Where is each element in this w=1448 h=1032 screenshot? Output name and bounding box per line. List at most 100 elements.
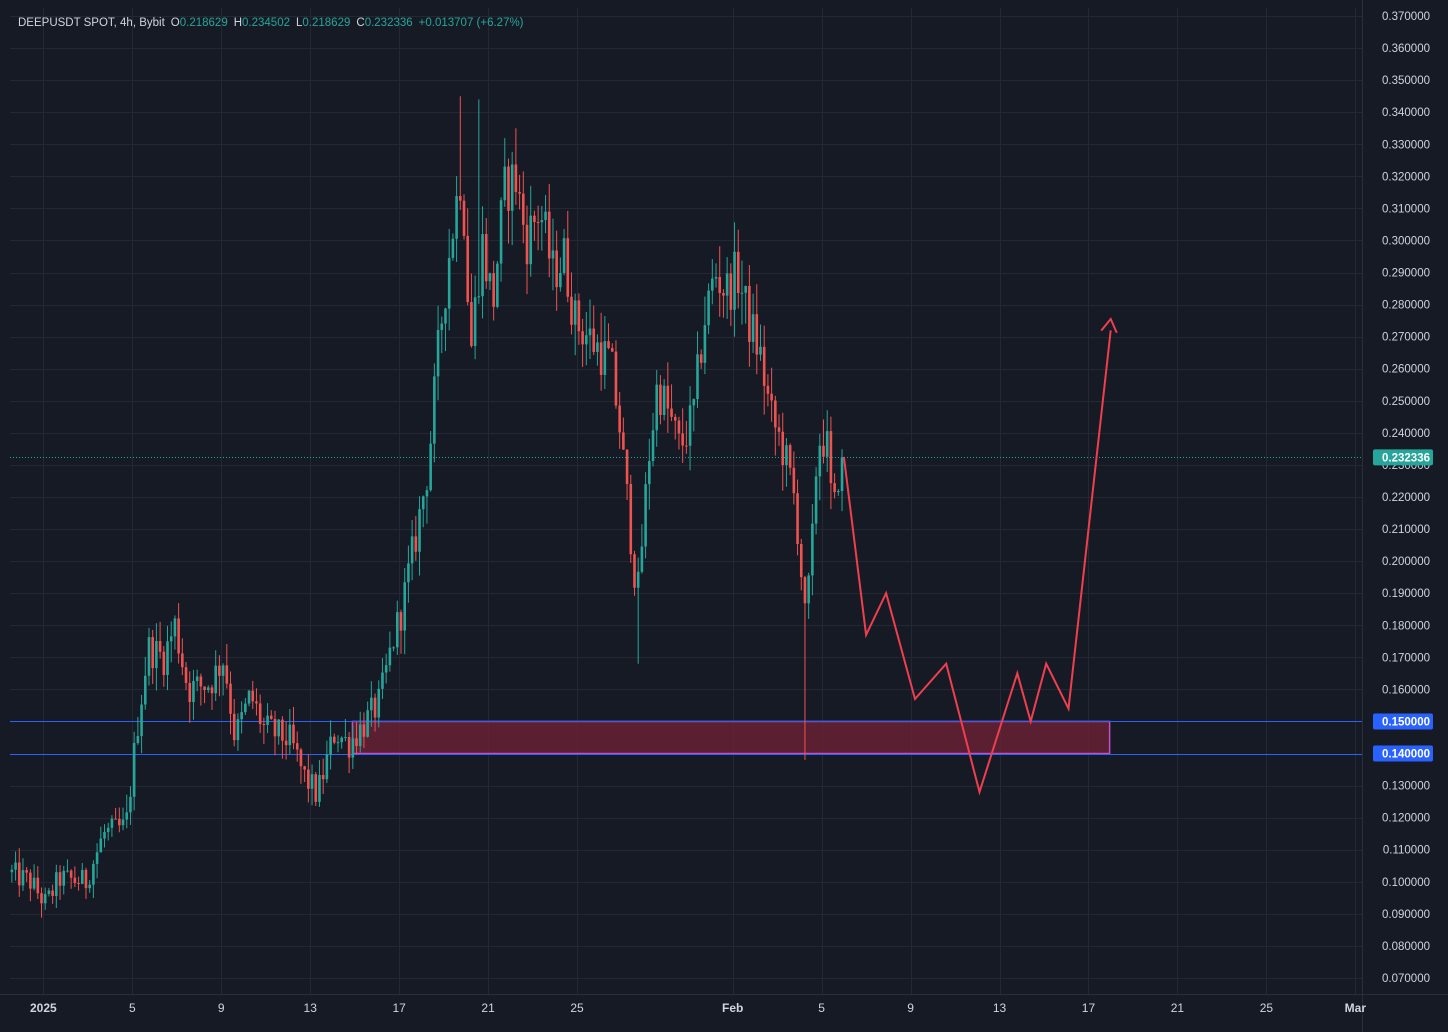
candle-down xyxy=(770,367,773,422)
candle-up xyxy=(173,615,177,650)
candle-up xyxy=(43,887,47,910)
candle-body xyxy=(218,665,221,676)
candle-up xyxy=(714,263,718,288)
candle-body xyxy=(444,308,447,324)
candle-up xyxy=(551,218,555,291)
candle-down xyxy=(58,865,62,900)
candle-down xyxy=(332,733,336,745)
candle-up xyxy=(195,669,199,692)
candle-down xyxy=(321,758,325,794)
candle-body xyxy=(692,399,696,406)
candle-up xyxy=(662,379,666,421)
price-axis[interactable]: 0.370000 0.360000 0.350000 0.340000 0.330000… xyxy=(1362,0,1434,1032)
candle-body xyxy=(488,273,492,282)
candle-down xyxy=(414,515,418,561)
candle-body xyxy=(729,273,733,310)
candle-down xyxy=(269,710,273,720)
candle-body xyxy=(818,445,822,477)
time-tick-label: 25 xyxy=(570,1001,584,1015)
candle-up xyxy=(140,694,143,754)
price-tick-label: 0.200000 xyxy=(1382,556,1430,568)
candle-down xyxy=(673,413,677,440)
candle-down xyxy=(347,732,351,774)
candle-up xyxy=(136,716,140,745)
candle-body xyxy=(307,769,310,789)
candle-up xyxy=(288,708,292,755)
candle-body xyxy=(106,827,110,832)
candle-up xyxy=(785,438,788,487)
candle-down xyxy=(577,293,581,345)
candle-down xyxy=(592,305,596,356)
candle-up xyxy=(366,701,369,738)
candle-up xyxy=(510,151,514,246)
candle-up xyxy=(318,760,321,807)
candle-body xyxy=(214,665,217,694)
candle-body xyxy=(340,737,343,743)
candle-body xyxy=(636,571,640,588)
candle-up xyxy=(648,438,651,510)
candle-up xyxy=(132,731,136,811)
candle-body xyxy=(258,703,262,725)
candle-body xyxy=(433,376,436,444)
candle-body xyxy=(840,457,844,492)
candle-body xyxy=(462,200,466,236)
candle-body xyxy=(648,461,651,485)
candle-body xyxy=(455,196,458,239)
candle-body xyxy=(837,491,840,493)
candle-body xyxy=(244,703,247,713)
candle-down xyxy=(610,343,614,352)
candle-down xyxy=(525,205,529,295)
candle-body xyxy=(292,724,295,744)
candle-body xyxy=(370,697,373,711)
candle-down xyxy=(29,869,32,902)
candle-up xyxy=(455,176,458,262)
candle-body xyxy=(811,523,814,576)
candle-up xyxy=(80,863,84,885)
candle-body xyxy=(29,872,32,889)
price-tick-label: 0.090000 xyxy=(1382,909,1430,921)
price-tick-label: 0.160000 xyxy=(1382,684,1430,696)
candle-body xyxy=(321,774,325,780)
candle-body xyxy=(740,292,744,294)
candle-body xyxy=(503,166,507,201)
candle-down xyxy=(281,716,284,759)
candle-down xyxy=(373,693,377,732)
candle-body xyxy=(622,432,625,450)
candle-up xyxy=(129,786,132,825)
candle-down xyxy=(36,866,40,899)
time-tick-label: 25 xyxy=(1260,1001,1274,1015)
time-tick-label: 5 xyxy=(818,1001,825,1015)
candle-body xyxy=(251,690,255,702)
time-tick-label: 21 xyxy=(1171,1001,1185,1015)
candle-up xyxy=(410,520,414,581)
candle-up xyxy=(169,621,173,663)
candle-body xyxy=(825,431,829,457)
candle-up xyxy=(47,887,51,897)
candle-body xyxy=(573,300,577,325)
candle-body xyxy=(355,738,358,747)
candle-body xyxy=(392,647,395,649)
time-tick-label: 13 xyxy=(304,1001,318,1015)
candle-down xyxy=(555,230,558,311)
candle-up xyxy=(751,293,755,353)
level-price-badge xyxy=(1373,745,1433,762)
candle-body xyxy=(685,445,688,447)
candle-body xyxy=(136,736,140,744)
candle-up xyxy=(247,690,251,707)
candle-up xyxy=(143,656,147,710)
candle-up xyxy=(540,206,544,251)
candle-up xyxy=(110,815,114,837)
candle-up xyxy=(655,369,659,447)
time-axis[interactable]: 2025 5 9 13 17 21 25 Feb 5 9 13 17 21 25 Mar xyxy=(0,994,1448,1016)
candle-up xyxy=(329,720,332,770)
candle-body xyxy=(559,272,562,288)
candle-body xyxy=(325,754,329,780)
candle-up xyxy=(496,261,499,309)
candle-body xyxy=(670,408,673,417)
candle-body xyxy=(62,870,66,886)
candle-up xyxy=(147,627,151,686)
candle-down xyxy=(210,684,214,710)
